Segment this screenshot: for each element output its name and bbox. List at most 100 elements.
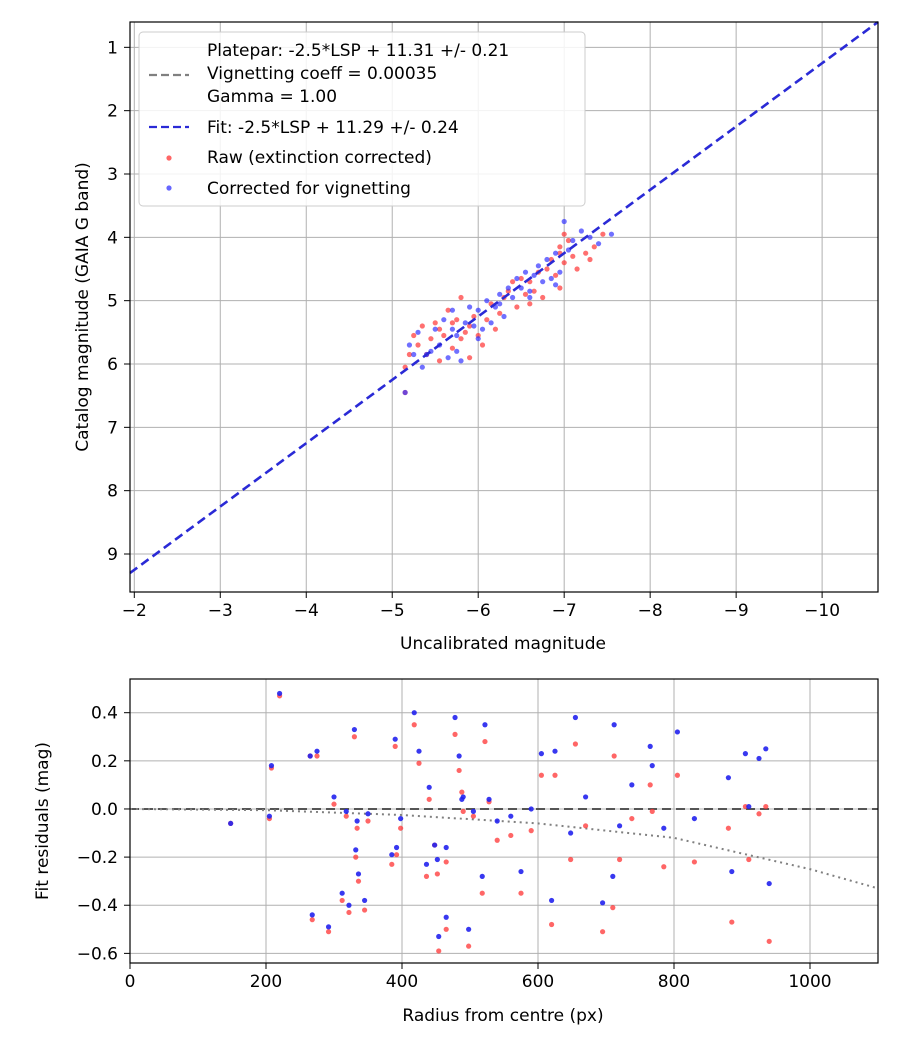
residual-raw-point [756, 811, 762, 817]
raw-point [492, 326, 499, 332]
bottom-y-ticks: 0.4 0.2 0.0 −0.2 −0.4 −0.6 [77, 704, 130, 964]
raw-point [518, 275, 524, 282]
residual-corrected-point [479, 873, 485, 879]
residual-raw-point [355, 878, 362, 884]
residual-raw-point [649, 808, 655, 814]
residual-corrected-point [528, 806, 534, 812]
residual-raw-point [629, 815, 635, 822]
top-y-tick-label: 5 [107, 292, 118, 312]
residual-corrected-point [331, 794, 337, 800]
raw-point [428, 336, 434, 342]
residual-raw-point [346, 909, 352, 916]
corrected-point [467, 304, 473, 310]
residual-raw-point [325, 929, 332, 935]
residual-corrected-point [746, 803, 752, 810]
corrected-point [411, 351, 417, 358]
top-y-tick-label: 7 [107, 418, 118, 438]
residual-corrected-point [538, 751, 545, 757]
residual-corrected-point [434, 856, 440, 863]
residual-raw-point [508, 832, 514, 839]
corrected-point [587, 234, 593, 240]
raw-point [531, 288, 537, 294]
residual-raw-point [443, 859, 449, 865]
residual-raw-point [746, 856, 752, 863]
raw-point [561, 231, 567, 237]
residual-corrected-point [729, 868, 735, 875]
corrected-point [535, 263, 541, 269]
residual-raw-point [459, 789, 465, 795]
residual-corrected-point [346, 902, 352, 908]
bottom-reference-lines [129, 807, 879, 890]
residual-corrected-point [423, 861, 430, 867]
residual-raw-point [494, 837, 500, 843]
raw-point [454, 317, 460, 323]
raw-point [449, 320, 456, 326]
residual-raw-point [393, 852, 400, 858]
residual-corrected-point [343, 808, 349, 814]
residual-corrected-point [426, 784, 432, 790]
raw-point [462, 329, 468, 335]
corrected-point [540, 279, 546, 285]
residual-raw-point [674, 772, 681, 778]
residual-corrected-point [325, 924, 332, 930]
corrected-point [449, 326, 456, 332]
residual-corrected-point [354, 818, 360, 824]
residual-corrected-point [443, 844, 449, 851]
corrected-point [497, 291, 503, 297]
legend-raw-marker [166, 155, 172, 161]
raw-point [570, 253, 576, 259]
residual-raw-point [416, 760, 422, 766]
residual-raw-point [353, 854, 359, 860]
top-x-tick-label: −2 [122, 601, 147, 621]
bottom-x-tick-label: 600 [522, 972, 554, 992]
residual-corrected-point [456, 753, 462, 759]
residual-raw-point [434, 871, 440, 877]
bottom-plot-frame [129, 678, 879, 964]
residual-raw-point [482, 738, 488, 745]
top-y-tick-label: 2 [107, 102, 118, 122]
corrected-point [479, 326, 486, 332]
residual-raw-point [766, 938, 772, 944]
residual-corrected-point [600, 900, 606, 906]
residual-corrected-point [365, 811, 371, 817]
residual-corrected-point [766, 880, 772, 887]
raw-point [411, 332, 417, 339]
raw-point [557, 285, 563, 291]
residual-raw-point [423, 873, 430, 879]
residual-raw-point [309, 917, 315, 923]
residual-raw-point [339, 897, 345, 904]
residual-corrected-point [432, 842, 438, 848]
residual-corrected-point [466, 926, 472, 932]
top-x-tick-label: −7 [552, 601, 577, 621]
corrected-point [595, 241, 602, 247]
residual-raw-point [452, 731, 458, 737]
residual-raw-point [610, 905, 616, 911]
corrected-point [557, 269, 563, 275]
residual-corrected-point [393, 844, 400, 851]
corrected-point [552, 282, 559, 288]
corrected-point [484, 298, 490, 304]
residual-raw-point [470, 813, 476, 819]
legend: Platepar: -2.5*LSP + 11.31 +/- 0.21 Vign… [138, 31, 586, 207]
legend-corrected-label: Corrected for vignetting [207, 179, 411, 199]
raw-point [583, 250, 589, 256]
corrected-point [497, 301, 503, 307]
bottom-y-axis-label: Fit residuals (mag) [33, 742, 53, 900]
corrected-point [527, 294, 533, 301]
raw-point [415, 342, 421, 348]
residual-raw-point [389, 861, 395, 867]
corrected-point [488, 320, 494, 326]
corrected-point [578, 228, 584, 234]
top-plot-frame [129, 21, 879, 593]
raw-point [527, 301, 533, 307]
corrected-point [406, 342, 413, 348]
corrected-point [419, 364, 425, 370]
bottom-data-points [228, 690, 772, 954]
residual-corrected-point [610, 873, 616, 879]
bottom-plot-background [130, 679, 878, 963]
residual-corrected-point [411, 710, 417, 716]
raw-point [565, 237, 572, 244]
residual-raw-series [228, 693, 772, 954]
residual-raw-point [583, 823, 589, 829]
bottom-y-tick-label: −0.2 [77, 848, 118, 868]
